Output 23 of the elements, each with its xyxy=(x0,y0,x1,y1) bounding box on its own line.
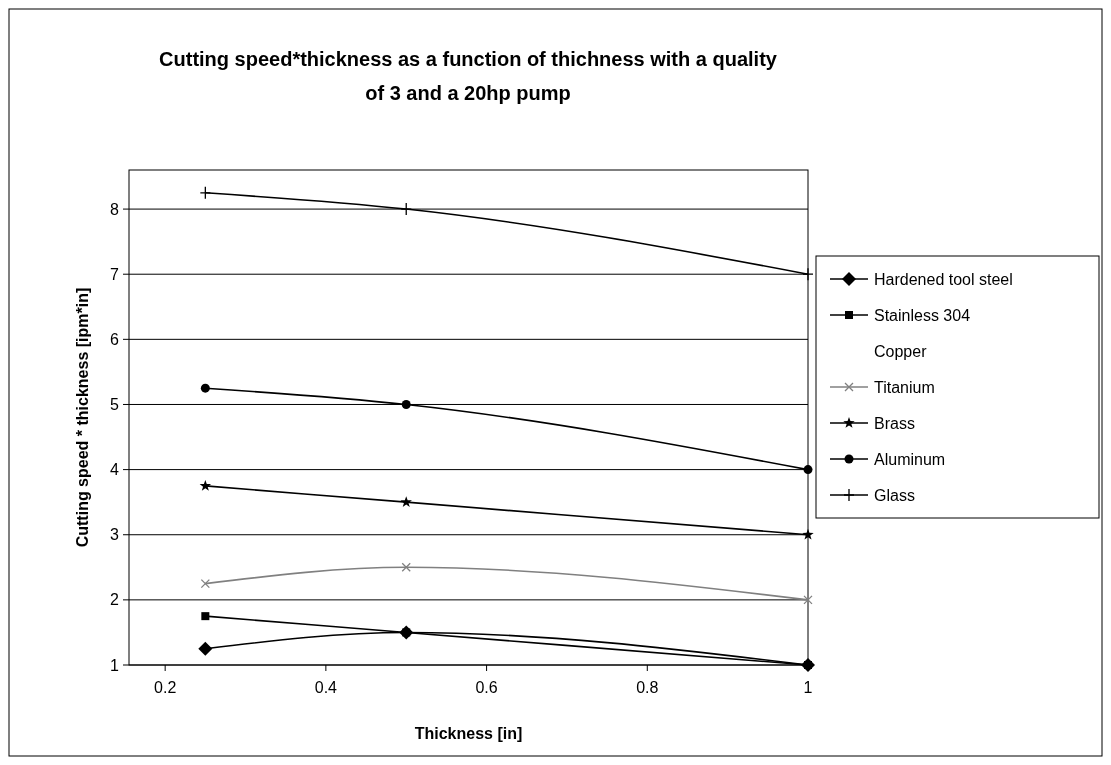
legend-label: Titanium xyxy=(874,378,935,396)
y-tick-label: 7 xyxy=(110,265,120,283)
text: Copper xyxy=(874,342,928,360)
y-tick-label: 3 xyxy=(110,526,120,544)
x-axis-title: Thickness [in] xyxy=(414,725,523,742)
x-tick-label: 0.4 xyxy=(314,679,338,696)
y-tick-label: 2 xyxy=(110,591,120,609)
y-tick-label: 6 xyxy=(110,330,120,348)
legend-label: Aluminum xyxy=(874,450,946,468)
y-tick-label: 4 xyxy=(110,461,120,479)
x-tick-label: 0.6 xyxy=(475,679,498,696)
x-tick-label: 1 xyxy=(803,679,813,696)
x-tick-label: 0.8 xyxy=(636,679,659,696)
legend-label: Glass xyxy=(874,486,915,504)
legend-label: Hardened tool steel xyxy=(874,270,1013,288)
chart-title: Cutting speed*thickness as a function of thichness with a quality of 3 and a 20hp pump xyxy=(159,48,778,104)
x-tick-label: 0.2 xyxy=(154,679,177,696)
y-tick-label: 8 xyxy=(110,200,120,218)
legend-label: Brass xyxy=(874,414,915,432)
legend-label: Stainless 304 xyxy=(874,306,971,324)
y-tick-label: 1 xyxy=(110,656,120,674)
y-tick-label: 5 xyxy=(110,396,120,414)
y-axis-title: Cutting speed * thickness [ipm*in] xyxy=(74,287,91,548)
